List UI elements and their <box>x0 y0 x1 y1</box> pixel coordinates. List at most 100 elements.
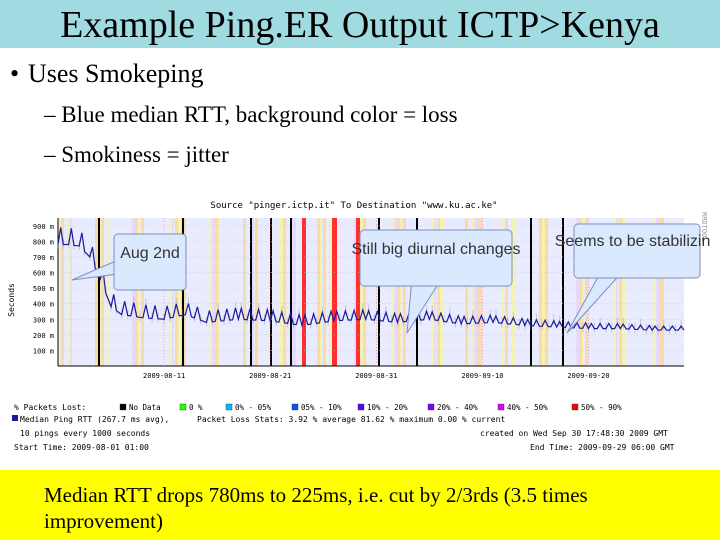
loss-band <box>656 218 660 366</box>
median-rtt-line <box>57 227 685 332</box>
loss-band <box>58 218 60 366</box>
loss-band <box>440 218 444 366</box>
callout-stabilizing: Seems to be stabilizing <box>555 223 710 334</box>
loss-band <box>508 218 512 366</box>
callout-text: Still big diurnal changes <box>352 241 521 258</box>
loss-band <box>212 218 216 366</box>
callout-box <box>359 229 513 287</box>
x-tick-label: 2009-08-21 <box>249 372 291 380</box>
loss-band <box>323 218 326 366</box>
smoke-mark <box>139 311 141 322</box>
no-data-band <box>530 218 532 366</box>
loss-band <box>653 218 656 366</box>
loss-band <box>397 218 402 366</box>
legend-label: 0% - 05% <box>235 403 272 412</box>
bullet-dot: • <box>10 59 20 88</box>
rrdtool-watermark: RRDTOOL <box>700 212 708 242</box>
loss-band <box>434 218 436 366</box>
loss-band <box>505 218 508 366</box>
no-data-band <box>378 218 380 366</box>
callout-box <box>573 223 701 279</box>
loss-band <box>206 218 208 366</box>
callout-diurnal: Still big diurnal changes <box>352 229 521 334</box>
loss-band <box>61 218 64 366</box>
median-rtt-swatch <box>12 415 18 421</box>
smoke-mark <box>181 309 183 320</box>
y-tick-label: 500 m <box>33 285 54 293</box>
callout-text: Seems to be stabilizing <box>555 233 710 250</box>
caption-box <box>0 470 720 540</box>
loss-band <box>545 218 550 366</box>
no-data-band <box>270 218 272 366</box>
smoke-mark <box>657 324 659 335</box>
loss-band <box>70 218 72 366</box>
loss-band <box>394 218 398 366</box>
legend-entries: No Data 0 % 0% - 05% 05% - 10% 10% - 20% 20% … <box>119 403 622 412</box>
loss-band <box>619 218 622 366</box>
smoke-mark <box>217 303 219 314</box>
loss-band <box>471 218 474 366</box>
y-tick-label: 900 m <box>33 223 54 231</box>
legend-swatch <box>427 403 435 411</box>
loss-band <box>465 218 470 366</box>
loss-band <box>320 218 322 366</box>
loss-band <box>437 218 440 366</box>
legend-swatch <box>571 403 579 411</box>
smoke-mark <box>234 301 237 312</box>
start-time: Start Time: 2009-08-01 01:00 <box>14 443 149 452</box>
loss-band <box>360 218 364 366</box>
callout-box <box>113 233 187 291</box>
loss-band <box>548 218 550 366</box>
no-data-band <box>98 218 100 366</box>
legend-label: 0 % <box>189 403 203 412</box>
loss-band <box>650 218 652 366</box>
loss-band <box>659 218 664 366</box>
loss-band <box>317 218 322 366</box>
callout-text: Aug 2nd <box>120 245 180 262</box>
loss-band <box>141 218 144 366</box>
callout-text-line: Still big diurnal changes <box>352 241 521 258</box>
loss-band <box>95 218 98 366</box>
y-tick-label: 700 m <box>33 254 54 262</box>
smoke-mark <box>680 320 682 331</box>
loss-band <box>542 218 546 366</box>
loss-band <box>67 218 72 366</box>
legend-swatch <box>179 403 187 411</box>
loss-band <box>403 218 406 366</box>
no-data-band <box>562 218 564 366</box>
caption-text: Median RTT drops 780ms to 225ms, i.e. cu… <box>44 483 588 533</box>
loss-band <box>613 218 618 366</box>
legend-label: 50% - 90% <box>581 403 622 412</box>
loss-band <box>255 218 258 366</box>
loss-band <box>107 218 110 366</box>
loss-band <box>502 218 504 366</box>
loss-band <box>576 218 580 366</box>
loss-band <box>252 218 254 366</box>
loss-band <box>326 218 330 366</box>
loss-band <box>616 218 618 366</box>
loss-band <box>101 218 106 366</box>
chart-title: Source "pinger.ictp.it" To Destination "… <box>210 201 497 211</box>
loss-band <box>209 218 212 366</box>
legend-label: No Data <box>129 403 161 412</box>
smoke-mark <box>175 297 177 308</box>
callout-text-line: Aug 2nd <box>120 245 180 262</box>
loss-band <box>215 218 220 366</box>
legend-label: 40% - 50% <box>507 403 548 412</box>
loss-band-red <box>334 218 336 366</box>
legend-swatch <box>357 403 365 411</box>
smoke-mark <box>622 318 624 329</box>
loss-band <box>218 218 220 366</box>
loss-band <box>622 218 626 366</box>
y-tick-label: 300 m <box>33 316 54 324</box>
loss-band-red <box>356 218 360 366</box>
bullet-item: • Uses Smokeping <box>10 58 204 90</box>
x-tick-label: 2009-09-20 <box>567 372 609 380</box>
loss-band-red <box>302 218 306 366</box>
loss-band <box>391 218 394 366</box>
loss-band <box>280 218 284 366</box>
pings-line: 10 pings every 1000 seconds <box>20 429 150 438</box>
legend-label: 20% - 40% <box>437 403 478 412</box>
y-tick-label: 600 m <box>33 270 54 278</box>
loss-band <box>400 218 402 366</box>
